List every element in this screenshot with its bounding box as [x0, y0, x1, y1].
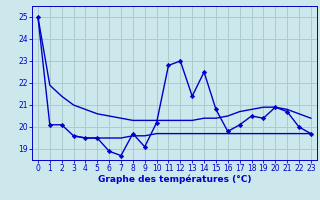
- X-axis label: Graphe des températures (°C): Graphe des températures (°C): [98, 175, 251, 184]
